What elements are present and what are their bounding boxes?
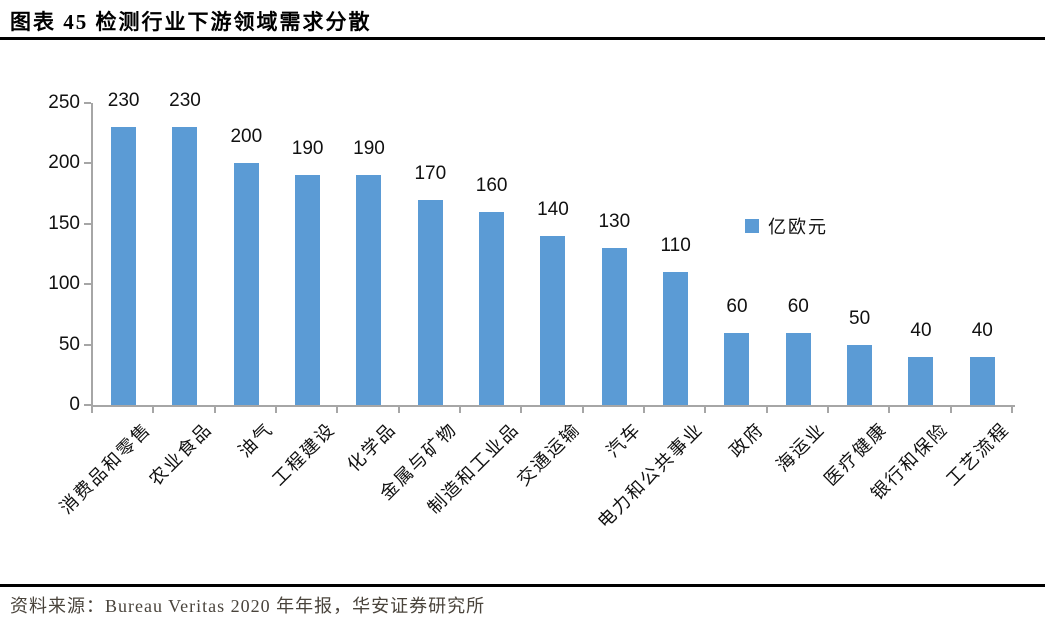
- x-tick-mark: [765, 405, 768, 413]
- y-axis-tick-label: 50: [58, 333, 80, 355]
- x-tick-mark: [581, 405, 584, 413]
- bar-value-label: 230: [107, 90, 140, 112]
- x-tick-mark: [397, 405, 400, 413]
- category-label: 工程建设: [267, 418, 339, 490]
- bar-value-label: 190: [291, 138, 324, 160]
- y-tick-mark: [84, 343, 91, 346]
- bar-value-label: 140: [537, 198, 569, 220]
- bar-value-label: 50: [849, 307, 871, 329]
- bar: [172, 127, 198, 405]
- bar: [479, 211, 505, 405]
- x-tick-mark: [152, 405, 155, 413]
- bar-value-label: 170: [414, 162, 447, 184]
- x-tick-mark: [642, 405, 645, 413]
- bar-value-label: 110: [660, 235, 691, 257]
- bar-value-label: 230: [169, 90, 201, 112]
- y-tick-mark: [84, 162, 91, 165]
- y-axis-tick-label: 0: [69, 394, 80, 415]
- bar-value-label: 160: [475, 174, 508, 196]
- bar: [724, 332, 750, 405]
- bar-value-label: 200: [230, 126, 263, 148]
- bar: [601, 247, 627, 405]
- x-tick-mark: [888, 405, 891, 413]
- source-text: 资料来源：Bureau Veritas 2020 年年报，华安证券研究所: [10, 596, 486, 616]
- y-tick-mark: [84, 102, 91, 104]
- category-label: 交通运输: [513, 418, 584, 490]
- x-tick-mark: [949, 405, 952, 413]
- category-label: 工艺流程: [942, 418, 1014, 490]
- bar-chart: 亿欧元 0 50 100 150 200 250 230 消费品和零售 230 农业食品 200 油气…: [0, 40, 1045, 580]
- x-axis-line: [91, 405, 1015, 407]
- bar: [295, 175, 321, 405]
- bar: [785, 332, 811, 405]
- bar: [908, 356, 934, 405]
- x-tick-mark: [520, 405, 523, 413]
- bar-value-label: 190: [353, 138, 385, 160]
- y-tick-mark: [84, 222, 91, 225]
- bar-value-label: 40: [971, 319, 993, 341]
- x-tick-mark: [826, 405, 829, 413]
- bar: [417, 199, 443, 405]
- x-tick-mark: [704, 405, 707, 413]
- bar: [356, 175, 382, 405]
- footer-rule: [0, 584, 1045, 587]
- legend-label: 亿欧元: [768, 217, 828, 237]
- x-tick-mark: [336, 405, 339, 413]
- bar: [663, 272, 689, 405]
- y-axis-tick-label: 200: [48, 152, 80, 174]
- y-axis-tick-label: 150: [48, 212, 80, 234]
- x-tick-mark: [1010, 405, 1013, 413]
- page-title: 图表 45 检测行业下游领域需求分散: [10, 10, 372, 34]
- bar-value-label: 60: [787, 295, 809, 317]
- bar-value-label: 40: [910, 319, 932, 341]
- bar-value-label: 130: [598, 210, 631, 232]
- title-rule: [0, 37, 1045, 40]
- bar: [111, 127, 137, 405]
- category-label: 农业食品: [145, 418, 216, 490]
- y-tick-mark: [84, 283, 91, 286]
- legend: 亿欧元: [745, 213, 828, 239]
- category-label: 汽车: [602, 418, 646, 462]
- bar: [847, 344, 873, 405]
- legend-swatch: [745, 219, 759, 233]
- bar-value-label: 60: [726, 295, 748, 317]
- x-tick-mark: [274, 405, 277, 413]
- x-tick-mark: [91, 405, 93, 413]
- category-label: 电力和公共事业: [593, 418, 707, 532]
- bar: [233, 163, 259, 405]
- x-tick-mark: [213, 405, 216, 413]
- y-tick-mark: [84, 404, 91, 406]
- y-axis-tick-label: 100: [48, 273, 80, 295]
- y-axis-tick-label: 250: [48, 92, 80, 113]
- category-label: 消费品和零售: [55, 418, 155, 518]
- y-axis-line: [91, 103, 93, 407]
- category-label: 政府: [725, 418, 768, 462]
- x-tick-mark: [458, 405, 461, 413]
- bar: [969, 356, 995, 405]
- bar: [540, 235, 566, 405]
- category-label: 油气: [234, 418, 278, 462]
